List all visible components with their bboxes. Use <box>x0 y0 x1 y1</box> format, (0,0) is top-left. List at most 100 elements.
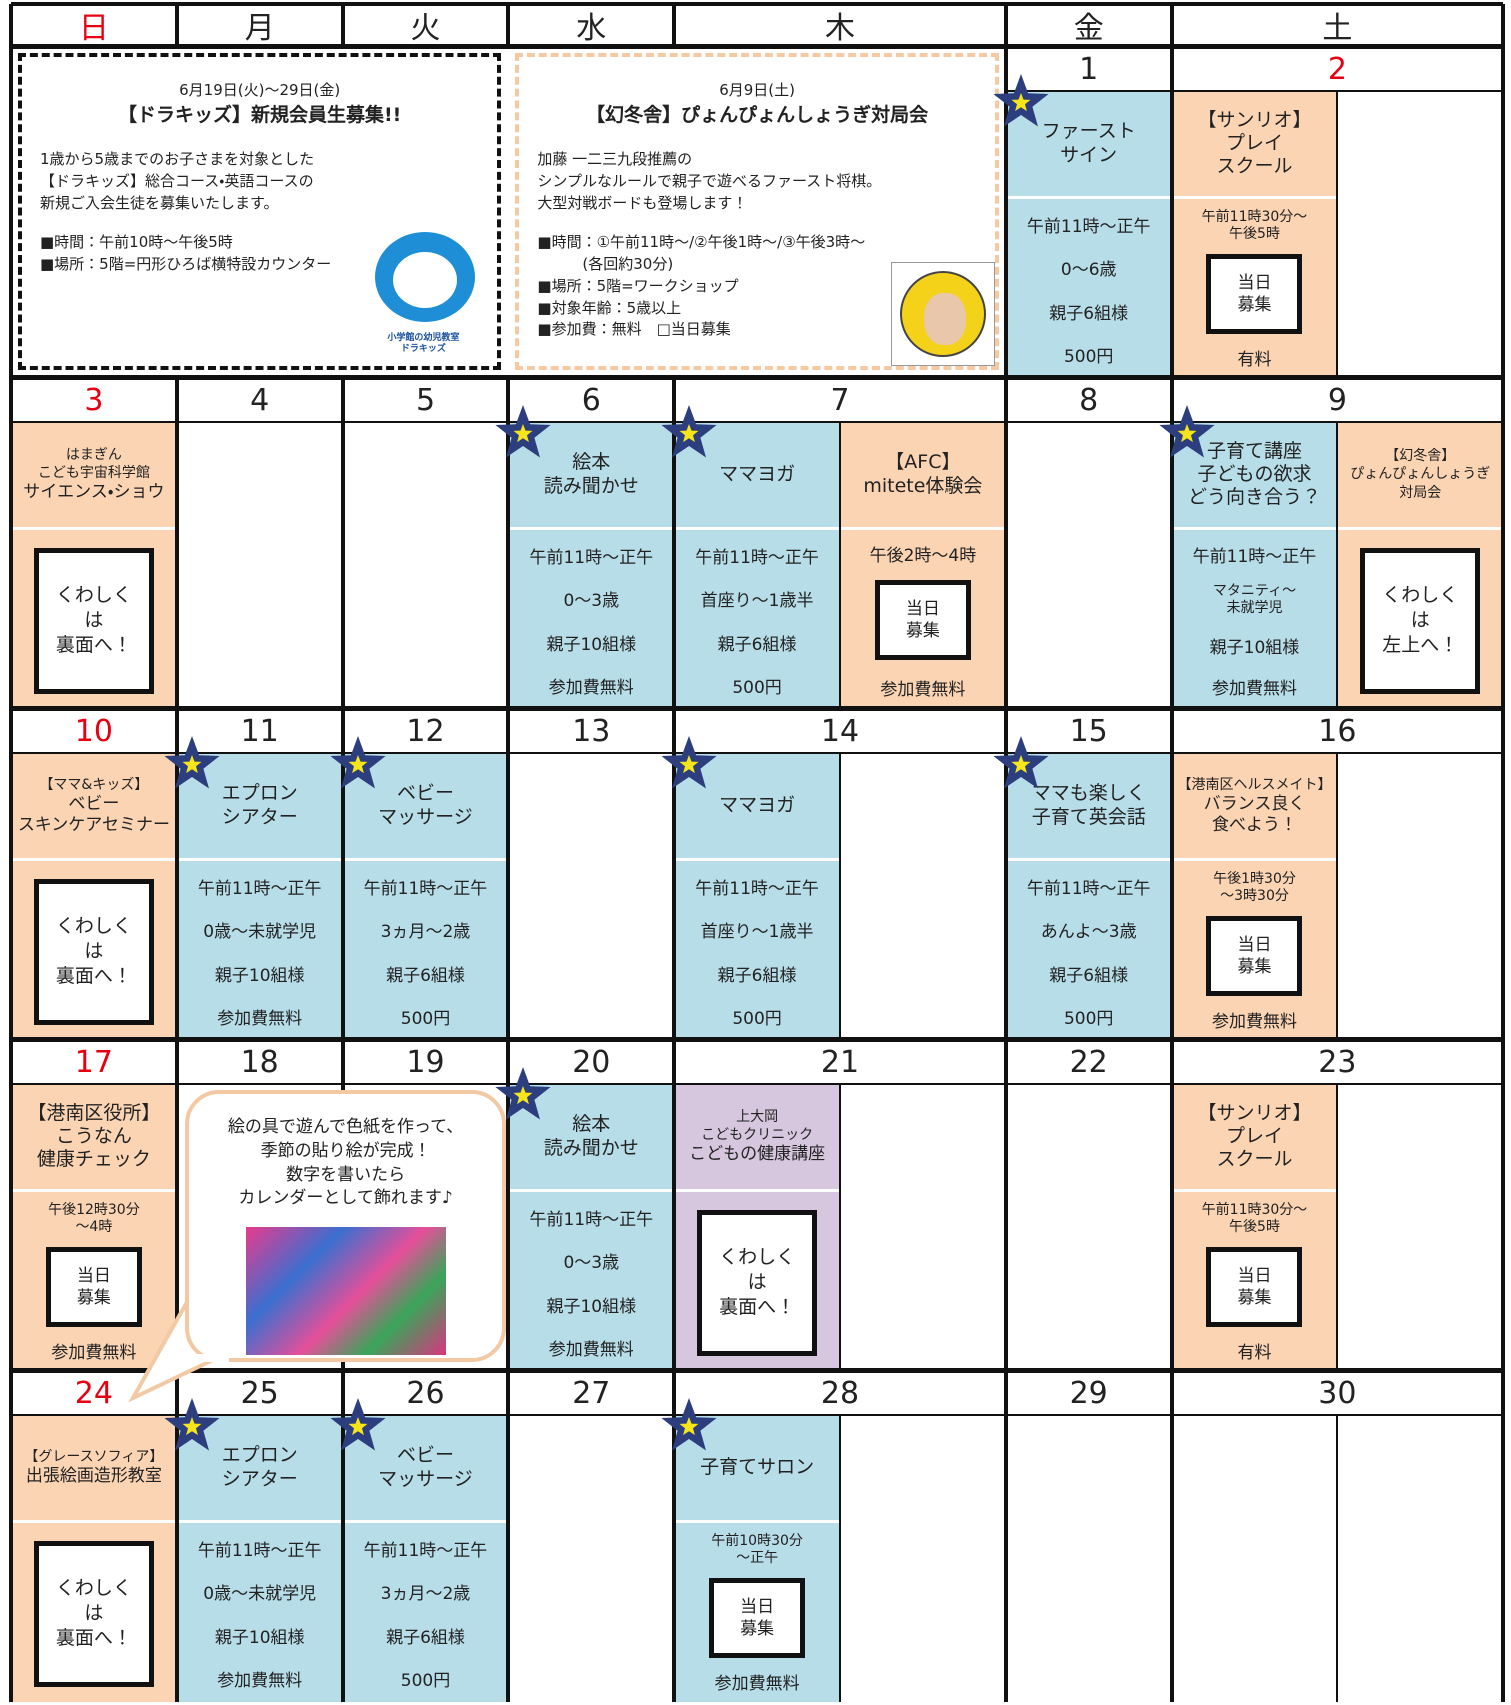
day-number: 27 <box>572 1375 611 1411</box>
event: 絵本 読み聞かせ 午前11時～正午 0～3歳 親子10組様 参加費無料 <box>508 422 675 709</box>
grid-line <box>1336 753 1339 1040</box>
event: 【港南区役所】 こうなん 健康チェック午後12時30分 ～4時 当日 募集 参加費無… <box>11 1084 177 1371</box>
grid-line <box>839 1415 841 1702</box>
grid-line <box>672 709 677 1040</box>
event: ベビー マッサージ 午前11時～正午 3ヵ月～2歳 親子6組様 500円 <box>342 753 509 1040</box>
event-info: 親子6組様 <box>717 965 797 986</box>
event-details: くわしく は 裏面へ！ <box>11 1523 177 1702</box>
event-details: 午前11時～正午 0歳～未就学児 親子10組様 参加費無料 <box>177 1523 343 1702</box>
event-details: 午後12時30分 ～4時 当日 募集 参加費無料 <box>11 1192 177 1371</box>
event-box: くわしく は 裏面へ！ <box>697 1209 818 1356</box>
event-details: くわしく は 裏面へ！ <box>11 861 177 1040</box>
event-title-area: エプロン シアター <box>176 1415 343 1523</box>
event: 【グレースソフィア】 出張絵画造形教室 くわしく は 裏面へ！ <box>11 1415 177 1702</box>
event-info: 参加費無料 <box>1211 678 1297 699</box>
speech-bubble: 絵の具で遊んで色紙を作って、 季節の貼り絵が完成！ 数字を書いたら カレンダーと… <box>184 1090 507 1362</box>
star-icon <box>993 74 1049 127</box>
grid-line <box>174 1371 179 1702</box>
bubble-joint <box>188 1354 229 1362</box>
notice-details: ■時間：午前10時～午後5時 ■場所：5階=円形ひろば横特設カウンター <box>40 233 332 273</box>
grid-line <box>839 1084 841 1371</box>
event: 【サンリオ】 プレイ スクール 午前11時30分～ 午後5時 当日 募集 有料 <box>1171 91 1338 378</box>
event-title-area: ベビー マッサージ <box>342 1415 509 1523</box>
event: 【AFC】 mitete体験会 午後2時～4時 当日 募集 参加費無料 <box>840 422 1006 709</box>
event-title: こどもの健康講座 <box>689 1144 826 1165</box>
event-title: サイエンス・ショウ <box>23 482 165 503</box>
day-number: 16 <box>1318 713 1357 749</box>
grid-line <box>672 1371 677 1702</box>
event-box: くわしく は 左上へ！ <box>1360 547 1481 694</box>
event: エプロン シアター 午前11時～正午 0歳～未就学児 親子10組様 参加費無料 <box>176 1415 343 1702</box>
event-info: 0～3歳 <box>563 591 620 612</box>
event-title: バランス良く 食べよう！ <box>1203 793 1306 835</box>
event-box: 当日 募集 <box>874 580 971 661</box>
event-box: 当日 募集 <box>709 1577 806 1658</box>
grid-line <box>1501 4 1506 47</box>
day-number: 30 <box>1318 1375 1357 1411</box>
grid-line <box>1169 4 1174 47</box>
event-title-area: はまぎん こども宇宙科学館 サイエンス・ショウ <box>11 422 177 530</box>
event-info: 午前11時～正午 <box>1192 547 1317 568</box>
event-info: 参加費無料 <box>548 1339 634 1360</box>
event-info: 午前11時～正午 <box>1026 879 1151 900</box>
day-number: 21 <box>820 1044 860 1080</box>
day-number: 12 <box>406 713 445 749</box>
event-info: 親子10組様 <box>546 634 637 655</box>
notice-body: 1歳から5歳までのお子さまを対象とした 【ドラキッズ】総合コース・英語コースの … <box>40 150 315 212</box>
weekday-header: 日 <box>78 10 109 46</box>
event-title-area: エプロン シアター <box>176 753 343 861</box>
event-title: 【港南区役所】 こうなん 健康チェック <box>27 1101 161 1171</box>
day-number: 5 <box>415 382 436 418</box>
grid-line <box>1003 378 1008 709</box>
grid-line <box>11 1083 1504 1085</box>
grid-line <box>1336 422 1339 709</box>
grid-line <box>174 378 179 709</box>
event-title-area: 上大岡 こどもクリニック こどもの健康講座 <box>674 1084 840 1192</box>
event: ベビー マッサージ 午前11時～正午 3ヵ月～2歳 親子6組様 500円 <box>342 1415 509 1702</box>
grid-line <box>672 378 677 709</box>
day-number: 11 <box>240 713 279 749</box>
event: エプロン シアター 午前11時～正午 0歳～未就学児 親子10組様 参加費無料 <box>176 753 343 1040</box>
grid-line <box>839 753 841 1040</box>
grid-line <box>11 1368 1504 1373</box>
event-title: 絵本 読み聞かせ <box>543 1113 639 1159</box>
event-info: 午後2時～4時 <box>869 546 977 567</box>
grid-line <box>11 375 1504 380</box>
day-number: 13 <box>572 713 611 749</box>
event-title-area: 【幻冬舎】 ぴょんぴょんしょうぎ 対局会 <box>1337 422 1504 530</box>
event-info: 午前11時～正午 <box>363 1541 488 1562</box>
grid-line <box>1005 90 1504 92</box>
event-box: 当日 募集 <box>45 1246 142 1327</box>
event-title-area: 【港南区ヘルスメイト】 バランス良く 食べよう！ <box>1171 753 1338 861</box>
star-shape <box>1177 424 1197 443</box>
star-icon <box>495 405 551 458</box>
grid-line <box>1501 1371 1506 1702</box>
notice-date: 6月19日(火)～29日(金) <box>179 81 341 99</box>
star-shape <box>1011 755 1031 774</box>
event-info: 0～3歳 <box>563 1253 620 1274</box>
event-info: 親子6組様 <box>386 1627 465 1648</box>
event-info: 500円 <box>400 1008 451 1029</box>
star-icon <box>164 1398 220 1451</box>
day-number: 18 <box>240 1044 279 1080</box>
event-title: 子育てサロン <box>700 1455 815 1478</box>
grid-line <box>174 4 179 47</box>
grid-line <box>1169 378 1174 709</box>
grid-line <box>1336 91 1339 378</box>
event-info: 午前10時30分 ～正午 <box>711 1532 803 1566</box>
weekday-header: 水 <box>576 10 607 46</box>
event: ママも楽しく 子育て英会話 午前11時～正午 あんよ～3歳 親子6組様 500円 <box>1005 753 1172 1040</box>
grid-line <box>1003 47 1008 378</box>
event-info: 親子6組様 <box>1049 303 1129 324</box>
weekday-header: 火 <box>410 10 441 46</box>
event-title: ママも楽しく 子育て英会話 <box>1031 782 1146 828</box>
bubble-text: 絵の具で遊んで色紙を作って、 季節の貼り絵が完成！ 数字を書いたら カレンダーと… <box>227 1117 464 1209</box>
day-number: 22 <box>1069 1044 1108 1080</box>
grid-line <box>9 47 13 378</box>
star-icon <box>329 1398 386 1451</box>
grid-line <box>1169 1040 1174 1371</box>
event-info: 0～6歳 <box>1060 260 1117 281</box>
event-info: 親子10組様 <box>546 1296 637 1317</box>
event-info: あんよ～3歳 <box>1040 922 1137 943</box>
